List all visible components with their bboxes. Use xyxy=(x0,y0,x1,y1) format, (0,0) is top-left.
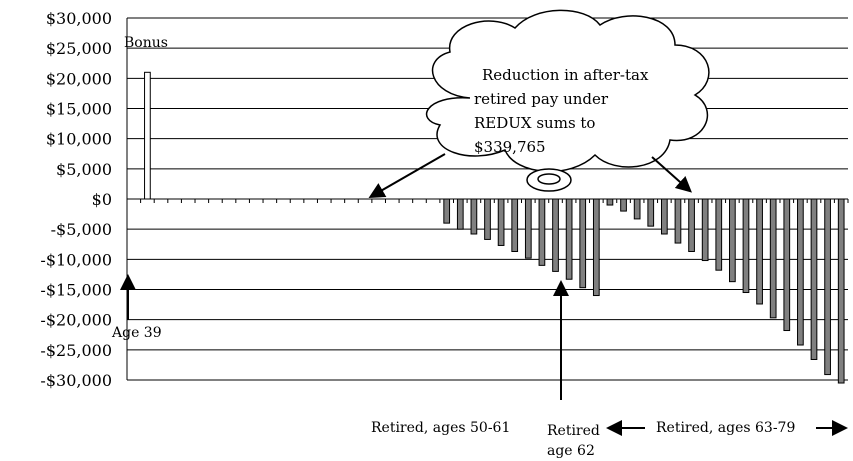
y-tick-label: -$20,000 xyxy=(40,311,112,330)
bar xyxy=(524,198,532,259)
cloud-line-2: retired pay under xyxy=(474,90,609,108)
bar xyxy=(565,198,573,280)
bar xyxy=(742,198,750,294)
y-tick-label: -$10,000 xyxy=(40,250,112,269)
bar xyxy=(579,198,587,289)
age39-label: Age 39 xyxy=(111,325,162,341)
bar xyxy=(756,198,763,305)
bar xyxy=(660,198,668,235)
cloud-line-3: REDUX sums to xyxy=(474,114,595,132)
y-tick-label: $15,000 xyxy=(46,100,112,119)
y-tick-label: $20,000 xyxy=(46,69,112,88)
y-tick-label: $25,000 xyxy=(46,39,112,58)
bar xyxy=(620,198,627,212)
y-tick-label: $10,000 xyxy=(46,130,112,149)
bar xyxy=(729,198,736,283)
y-tick-label: -$30,000 xyxy=(40,371,112,390)
bar xyxy=(824,198,831,376)
bar xyxy=(456,198,464,230)
bar xyxy=(606,198,614,206)
bar xyxy=(470,198,478,235)
bar xyxy=(769,198,777,319)
y-tick-label: -$25,000 xyxy=(40,341,112,360)
bar xyxy=(511,198,519,252)
bar xyxy=(484,198,491,240)
bar xyxy=(701,198,709,262)
cloud-bubble-inner xyxy=(537,173,561,185)
bar xyxy=(552,198,559,272)
y-tick-label: $0 xyxy=(92,190,112,209)
bar xyxy=(592,198,600,297)
cloud-line-1: Reduction in after-tax xyxy=(482,66,649,84)
cloud-arrow-left xyxy=(368,153,446,198)
y-tick-label: $5,000 xyxy=(56,160,112,179)
bar xyxy=(837,198,845,384)
x-axis-ticks xyxy=(126,199,849,203)
bonus-bar xyxy=(144,71,151,200)
bar xyxy=(674,198,682,244)
bar xyxy=(783,198,791,332)
retired-62-label-line1: Retired xyxy=(547,423,600,439)
bar xyxy=(797,198,804,346)
bar xyxy=(538,198,546,266)
bonus-label: Bonus xyxy=(124,35,168,51)
retired-63-79-label: Retired, ages 63-79 xyxy=(656,420,795,436)
cloud-line-4: $339,765 xyxy=(474,138,546,156)
retired-50-61-label: Retired, ages 50-61 xyxy=(371,420,510,436)
bar xyxy=(647,198,655,227)
y-tick-label: -$5,000 xyxy=(51,220,112,239)
retired-62-label-line2: age 62 xyxy=(547,443,595,459)
bar xyxy=(715,198,723,271)
bars xyxy=(144,71,845,384)
y-tick-label: -$15,000 xyxy=(40,281,112,300)
cloud-callout: Reduction in after-tax retired pay under… xyxy=(426,9,710,192)
bar xyxy=(443,198,451,224)
y-axis-tick-labels: $30,000 $25,000 $20,000 $15,000 $10,000 $5,00… xyxy=(40,9,112,390)
bar xyxy=(810,198,818,360)
bar xyxy=(497,198,505,246)
bar xyxy=(688,198,695,252)
cloud-shape xyxy=(426,9,710,173)
bar xyxy=(633,198,641,220)
cloud-arrow-right xyxy=(651,156,692,193)
y-tick-label: $30,000 xyxy=(46,9,112,28)
